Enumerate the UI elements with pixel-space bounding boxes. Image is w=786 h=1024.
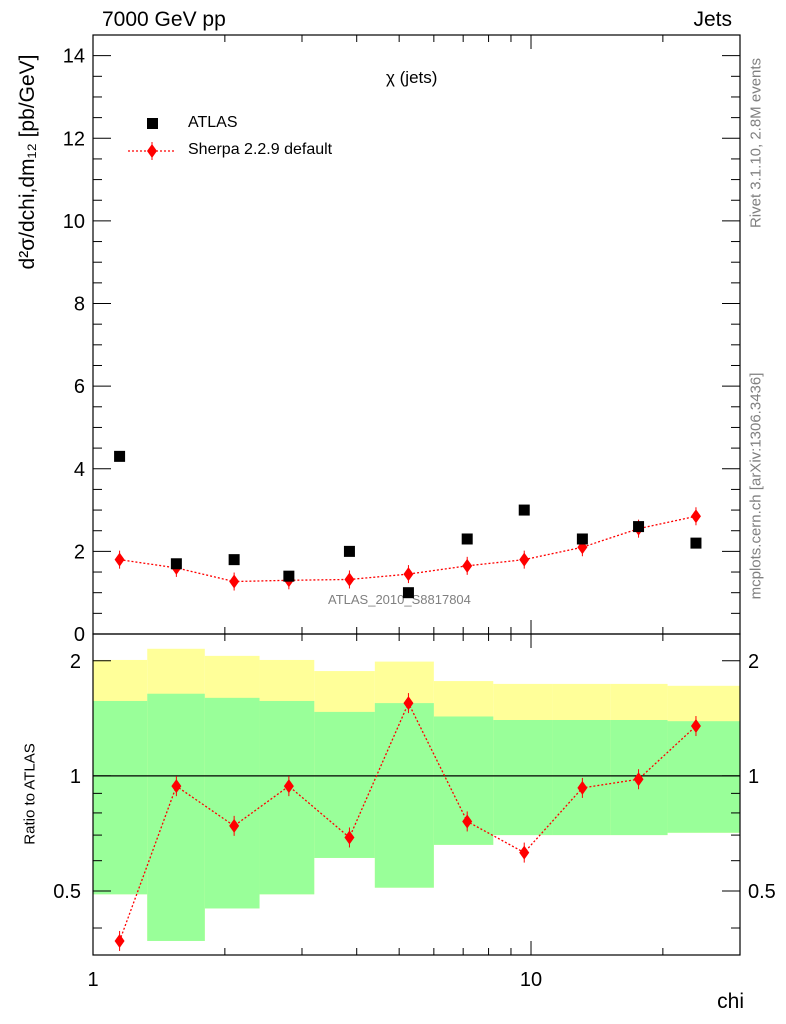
ratio-y-tick-label: 0.5: [53, 881, 81, 903]
ratio-y-tick-label-right: 2: [748, 651, 759, 673]
atlas-point: [633, 521, 645, 533]
atlas-point: [343, 545, 355, 557]
y-tick-label: 0: [74, 624, 85, 646]
sherpa-point: [519, 552, 530, 567]
ratio-point: [633, 772, 644, 787]
y-tick-label: 2: [74, 541, 85, 563]
atlas-point: [576, 533, 588, 545]
ratio-point: [519, 845, 530, 860]
sherpa-point: [690, 509, 701, 524]
sherpa-point: [344, 572, 355, 587]
sherpa-point: [229, 574, 240, 589]
ratio-point: [577, 780, 588, 795]
y-tick-label: 14: [63, 46, 85, 68]
y-tick-label: 12: [63, 128, 85, 150]
atlas-point: [690, 537, 702, 549]
green-band-bin: [374, 703, 434, 888]
plot-frames: [92, 34, 741, 956]
ratio-y-tick-label: 1: [70, 766, 81, 788]
ratio-point: [283, 779, 294, 794]
green-band-bin: [667, 721, 740, 833]
chart-title: χ (jets): [386, 68, 438, 87]
legend-marker-sherpa: [147, 144, 157, 158]
y-tick-label: 6: [74, 376, 85, 398]
sherpa-point: [114, 552, 125, 567]
legend-label-sherpa: Sherpa 2.2.9 default: [188, 141, 333, 158]
main-axes: 0 2 4 6 8 10 12 14: [63, 34, 741, 646]
legend-label-atlas: ATLAS: [188, 114, 238, 131]
ratio-bands: [93, 648, 740, 941]
green-band-bin: [147, 693, 205, 941]
legend-marker-atlas: [147, 118, 158, 129]
ratio-axes: 1 10 0.5 0.5 1 1 2 2: [53, 634, 776, 991]
header-left: 7000 GeV pp: [102, 8, 226, 31]
sherpa-line: [119, 515, 697, 583]
ratio-point: [171, 779, 182, 794]
ratio-y-tick-label-right: 1: [748, 766, 759, 788]
atlas-point: [283, 570, 295, 582]
y-tick-label: 8: [74, 294, 85, 316]
header-right: Jets: [693, 8, 732, 31]
atlas-point: [402, 587, 414, 599]
ratio-frame: [92, 633, 741, 956]
y-tick-label: 4: [74, 459, 85, 481]
atlas-point: [461, 533, 473, 545]
legend: [128, 118, 176, 160]
green-band-bin: [204, 697, 260, 909]
green-band-bin: [314, 711, 375, 858]
ratio-point: [462, 814, 473, 829]
y-tick-label: 10: [63, 211, 85, 233]
main-frame: [92, 34, 741, 635]
ratio-point: [114, 933, 125, 948]
main-series: [114, 450, 702, 599]
x-tick-label: 1: [87, 969, 98, 991]
atlas-point: [170, 558, 182, 570]
ratio-y-tick-label: 2: [70, 651, 81, 673]
green-band-bin: [493, 720, 553, 836]
sherpa-point: [462, 558, 473, 573]
green-band-bin: [93, 700, 148, 895]
green-band-bin: [552, 720, 611, 836]
x-tick-label: 10: [520, 969, 542, 991]
ratio-series: [114, 693, 701, 951]
atlas-point: [228, 554, 240, 566]
ratio-point: [229, 818, 240, 833]
atlas-point: [518, 504, 530, 516]
sherpa-point: [403, 567, 414, 582]
ratio-point: [403, 696, 414, 711]
green-band-bin: [433, 716, 494, 845]
ratio-point: [344, 830, 355, 845]
watermark: ATLAS_2010_S8817804: [328, 592, 471, 607]
x-axis-label: chi: [717, 990, 744, 1013]
atlas-point: [114, 450, 126, 462]
ratio-point: [690, 719, 701, 734]
ratio-y-tick-label-right: 0.5: [748, 881, 776, 903]
green-band-bin: [259, 700, 315, 895]
